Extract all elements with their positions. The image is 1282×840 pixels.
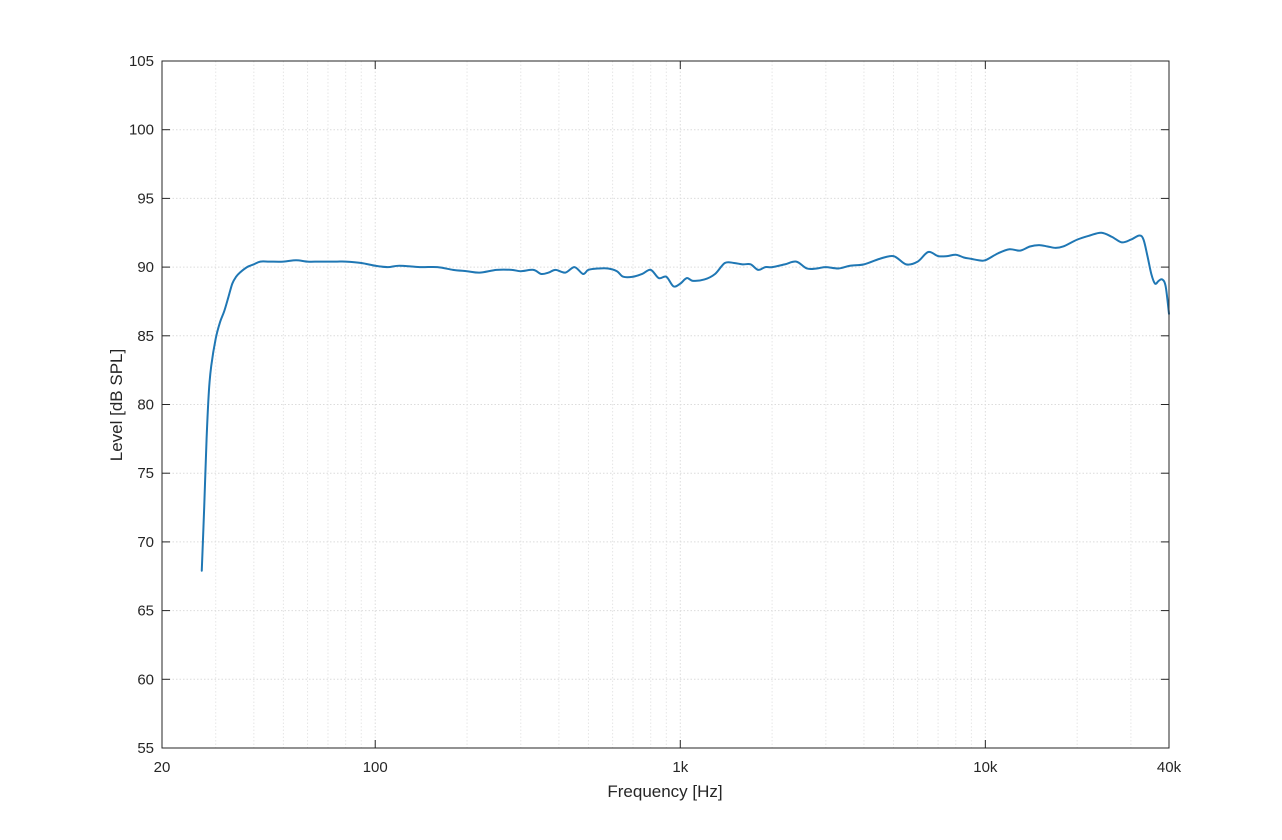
y-tick-label: 90 <box>137 259 154 276</box>
y-tick-labels: 55 60 65 70 75 80 85 90 95 100 105 <box>129 53 154 757</box>
tick-marks <box>161 60 1170 749</box>
x-tick-labels: 20 100 1k 10k 40k <box>154 759 1182 776</box>
y-axis-label: Level [dB SPL] <box>107 349 126 461</box>
x-tick-label: 100 <box>363 759 388 776</box>
x-tick-label: 20 <box>154 759 171 776</box>
response-curve <box>200 231 1170 572</box>
x-tick-label: 40k <box>1157 759 1182 776</box>
x-axis-label: Frequency [Hz] <box>607 782 722 801</box>
y-tick-label: 100 <box>129 122 154 139</box>
plot-area <box>162 61 1169 748</box>
x-tick-label: 1k <box>672 759 688 776</box>
y-tick-label: 65 <box>137 603 154 620</box>
y-tick-label: 75 <box>137 465 154 482</box>
y-tick-label: 70 <box>137 534 154 551</box>
y-tick-label: 60 <box>137 671 154 688</box>
y-tick-label: 55 <box>137 740 154 757</box>
y-tick-label: 80 <box>137 397 154 414</box>
y-tick-label: 85 <box>137 328 154 345</box>
y-tick-label: 95 <box>137 190 154 207</box>
x-tick-label: 10k <box>973 759 998 776</box>
y-tick-label: 105 <box>129 53 154 70</box>
